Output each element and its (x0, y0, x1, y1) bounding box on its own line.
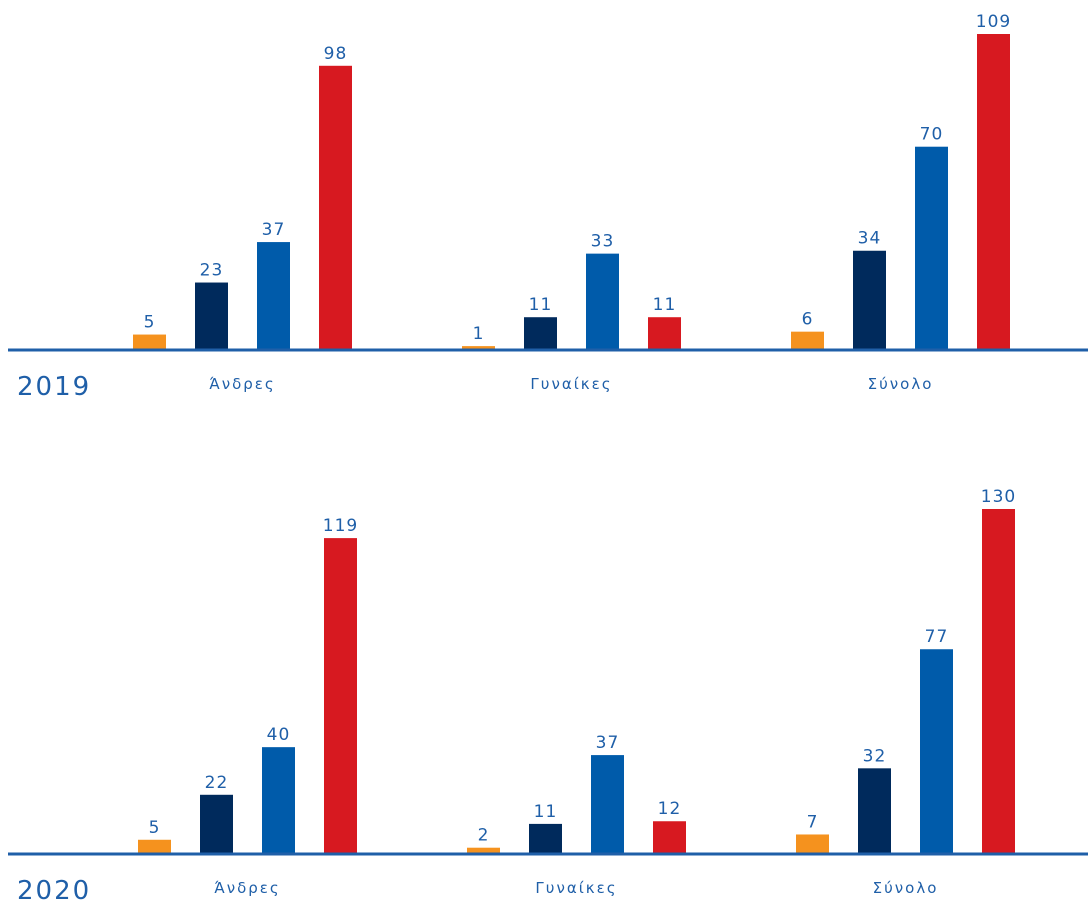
bar-value-label: 11 (653, 295, 677, 315)
chart-2020: 5 22 40 119 Άνδρες 2 11 37 12 Γυναίκες 7 32 77 130 Σύν… (0, 470, 1088, 901)
bar-2019-2-2 (915, 146, 948, 349)
category-label: Σύνολο (868, 375, 934, 393)
year-label: 2020 (17, 876, 91, 901)
year-label: 2019 (17, 372, 91, 402)
bar-2020-0-0 (138, 839, 171, 853)
bar-value-label: 11 (529, 295, 553, 315)
category-label: Σύνολο (873, 879, 939, 897)
chart-2019: 5 23 37 98 Άνδρες 1 11 33 11 Γυναίκες 6 34 70 109 Σύνο… (0, 0, 1088, 410)
bar-value-label: 22 (205, 773, 229, 793)
bar-value-label: 98 (324, 44, 348, 64)
bar-2020-1-2 (591, 755, 624, 853)
bar-value-label: 77 (925, 627, 949, 647)
bar-value-label: 40 (267, 725, 291, 745)
bar-value-label: 7 (807, 812, 819, 832)
bar-2019-2-0 (791, 331, 824, 349)
bar-value-label: 119 (323, 516, 358, 536)
bar-value-label: 1 (473, 324, 485, 344)
bar-2020-1-0 (467, 847, 500, 853)
bar-2020-0-3 (324, 538, 357, 853)
bar-2020-2-3 (982, 509, 1015, 853)
bar-2020-1-3 (653, 821, 686, 853)
category-label: Γυναίκες (535, 879, 617, 897)
bar-2020-2-2 (920, 649, 953, 853)
bar-value-label: 5 (144, 313, 156, 333)
bar-value-label: 2 (478, 826, 490, 846)
bar-2019-0-0 (133, 334, 166, 349)
bar-2019-1-2 (586, 253, 619, 349)
bar-2019-0-2 (257, 242, 290, 349)
chart-2019-svg: 5233798Άνδρες1113311Γυναίκες63470109Σύνο… (8, 12, 1088, 402)
bar-2019-1-0 (462, 346, 495, 349)
category-label: Άνδρες (209, 375, 275, 393)
category-label: Άνδρες (214, 879, 280, 897)
bar-2019-2-3 (977, 34, 1010, 349)
bar-value-label: 11 (534, 802, 558, 822)
bar-2019-1-3 (648, 317, 681, 349)
bar-2020-0-2 (262, 747, 295, 853)
chart-2020-svg: 5 22 40 119 Άνδρες 2 11 37 12 Γυναίκες 7 32 77 130 Σύν… (8, 487, 1088, 901)
bar-value-label: 130 (981, 487, 1016, 507)
bar-value-label: 23 (200, 261, 224, 281)
bar-value-label: 37 (596, 733, 620, 753)
bar-value-label: 70 (920, 125, 944, 145)
bar-2020-2-0 (796, 834, 829, 853)
bar-2020-1-1 (529, 823, 562, 853)
bar-2020-2-1 (858, 768, 891, 853)
bar-value-label: 34 (858, 229, 882, 249)
bar-2019-0-3 (319, 65, 352, 349)
bar-value-label: 33 (591, 232, 615, 252)
category-label: Γυναίκες (530, 375, 612, 393)
bar-value-label: 32 (863, 746, 887, 766)
bar-value-label: 6 (802, 310, 814, 330)
bar-2019-1-1 (524, 317, 557, 349)
bar-2019-2-1 (853, 250, 886, 349)
bar-2020-0-1 (200, 794, 233, 853)
bar-value-label: 37 (262, 220, 286, 240)
bar-value-label: 109 (976, 12, 1011, 32)
bar-value-label: 12 (658, 799, 682, 819)
bar-2019-0-1 (195, 282, 228, 349)
bar-value-label: 5 (149, 818, 161, 838)
